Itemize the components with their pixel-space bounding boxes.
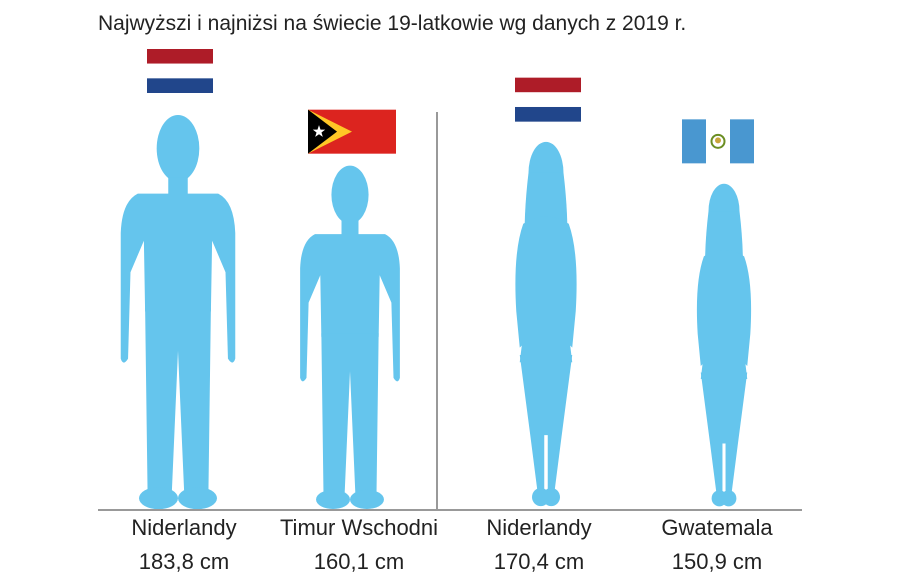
figure-1-part-0 [331, 165, 369, 224]
chart-title: Najwyższi i najniżsi na świecie 19-latko… [98, 12, 686, 35]
flag-2-stripe-blue [515, 106, 581, 122]
category-label-2: Niderlandy [486, 515, 591, 540]
figure-0-part-0 [156, 115, 200, 182]
figure-3-part-3 [700, 372, 748, 492]
figure-1-part-2 [300, 234, 400, 382]
flag-3-emblem-wreath [710, 133, 726, 149]
figure-0-part-2 [120, 193, 236, 363]
figure-1-part-4 [316, 489, 350, 510]
flag-0-netherlands-flag [147, 49, 213, 93]
flag-2-stripe-white [515, 92, 581, 107]
figure-1-part-5 [350, 489, 384, 510]
figure-1-part-1 [341, 220, 359, 238]
category-label-0: Niderlandy [131, 515, 236, 540]
flag-0-stripe-red [147, 49, 213, 64]
figure-2-part-3 [519, 354, 573, 490]
figures-layer [120, 49, 754, 510]
figure-0-part-4 [139, 487, 178, 510]
flag-2-netherlands-flag [515, 77, 581, 122]
figure-0-part-5 [178, 487, 217, 510]
figure-2-part-2 [515, 216, 577, 363]
figure-0-male-silhouette-icon [120, 115, 236, 510]
figure-0-part-3 [145, 307, 211, 491]
flag-3-stripe-right [730, 119, 754, 164]
value-label-2: 170,4 cm [494, 549, 585, 574]
category-label-1: Timur Wschodni [280, 515, 438, 540]
figure-1-male-silhouette-icon [300, 165, 400, 510]
flag-3-emblem-center [715, 137, 721, 144]
figure-2-part-5 [542, 487, 560, 507]
flag-1-star [312, 125, 326, 137]
figure-3-part-5 [720, 490, 737, 507]
figure-3-part-2 [696, 249, 752, 379]
figure-3-female-silhouette-icon [696, 183, 752, 507]
category-label-3: Gwatemala [661, 515, 773, 540]
figure-2-female-silhouette-icon [515, 141, 577, 507]
value-label-1: 160,1 cm [314, 549, 405, 574]
flag-3-stripe-left [682, 119, 706, 164]
flag-3-guatemala-flag [682, 119, 754, 164]
flag-0-stripe-blue [147, 78, 213, 93]
value-label-0: 183,8 cm [139, 549, 230, 574]
flag-2-stripe-red [515, 77, 581, 93]
flag-0-stripe-white [147, 63, 213, 79]
value-label-3: 150,9 cm [672, 549, 763, 574]
flag-1-timor-leste-flag [308, 109, 396, 154]
figure-1-part-3 [321, 333, 379, 493]
figure-0-part-1 [168, 177, 188, 198]
